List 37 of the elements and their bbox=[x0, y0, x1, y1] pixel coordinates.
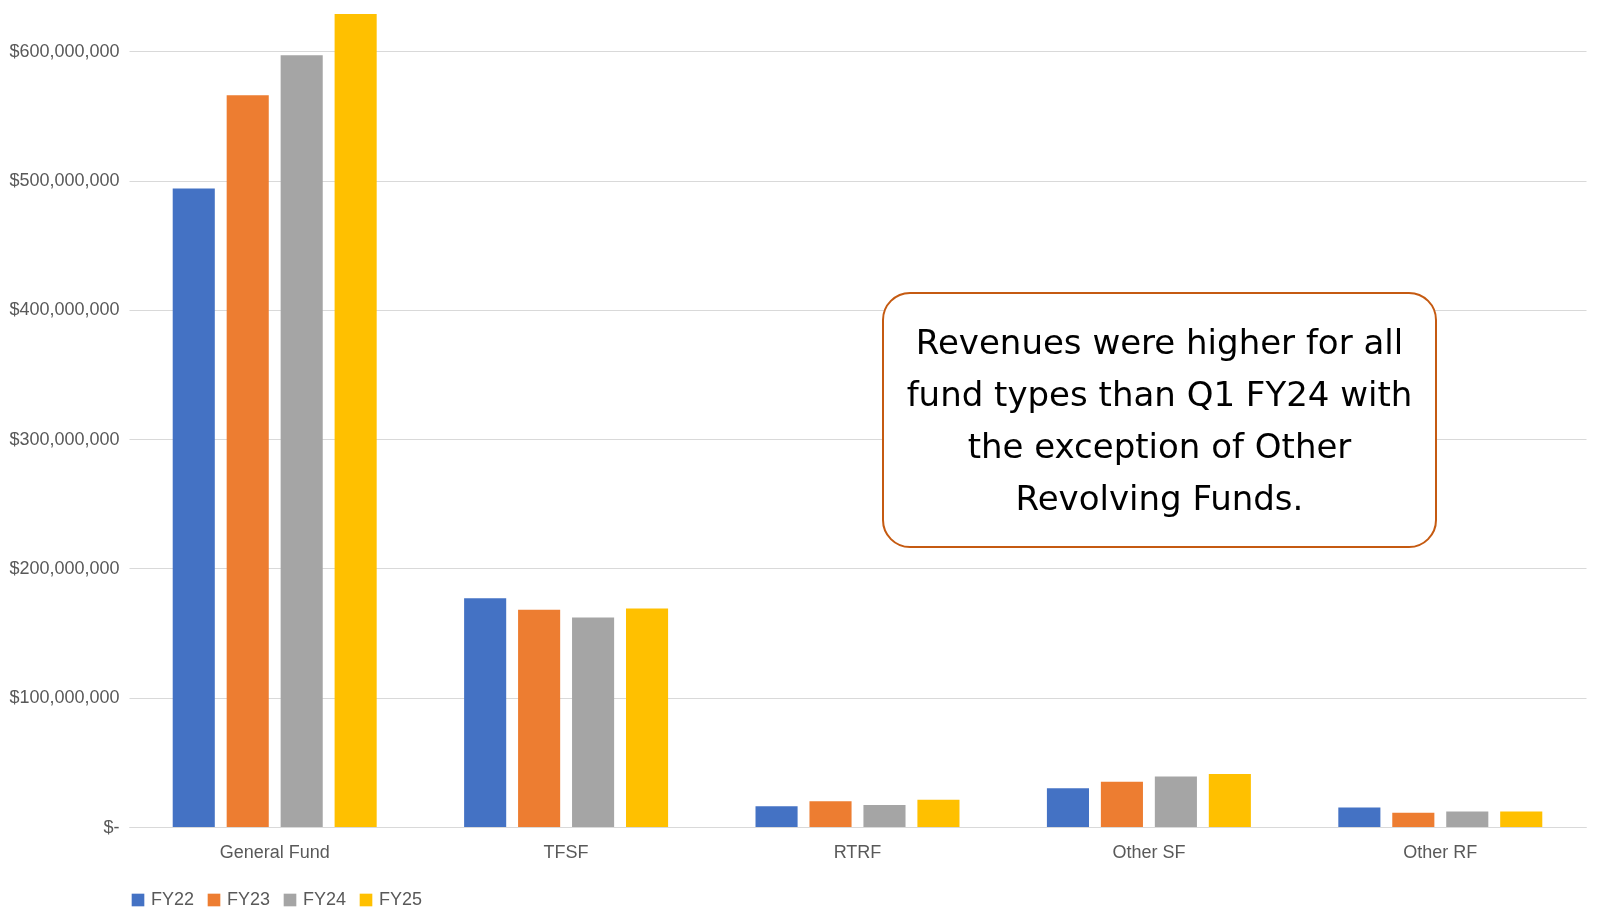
x-tick-label: Other RF bbox=[1403, 841, 1478, 862]
y-tick-label: $300,000,000 bbox=[9, 428, 120, 449]
bar bbox=[518, 609, 561, 827]
bar bbox=[809, 801, 852, 827]
legend-label: FY23 bbox=[227, 889, 271, 909]
bar bbox=[1046, 788, 1089, 827]
bar bbox=[626, 608, 669, 827]
bar bbox=[226, 95, 269, 827]
y-tick-label: $200,000,000 bbox=[9, 557, 120, 578]
bar bbox=[280, 55, 323, 827]
bar bbox=[334, 13, 377, 827]
legend-label: FY24 bbox=[303, 889, 347, 909]
bar bbox=[917, 799, 960, 827]
bar bbox=[1100, 781, 1143, 827]
y-tick-label: $600,000,000 bbox=[9, 40, 120, 61]
bar bbox=[1392, 812, 1435, 827]
bar bbox=[1500, 811, 1543, 827]
x-tick-label: Other SF bbox=[1112, 841, 1186, 862]
x-tick-label: TFSF bbox=[543, 841, 589, 862]
bar bbox=[172, 188, 215, 827]
x-tick-label: General Fund bbox=[219, 841, 330, 862]
bar bbox=[863, 805, 906, 827]
bar bbox=[755, 806, 798, 827]
y-tick-label: $100,000,000 bbox=[9, 687, 120, 708]
legend-label: FY22 bbox=[151, 889, 195, 909]
bar bbox=[572, 617, 615, 827]
bar bbox=[1154, 776, 1197, 827]
y-tick-label: $500,000,000 bbox=[9, 170, 120, 191]
y-tick-label: $400,000,000 bbox=[9, 299, 120, 320]
bar bbox=[1446, 811, 1489, 827]
bar bbox=[464, 598, 507, 827]
legend-label: FY25 bbox=[379, 889, 423, 909]
bar bbox=[1208, 774, 1251, 827]
x-tick-label: RTRF bbox=[833, 841, 882, 862]
bar bbox=[1338, 807, 1381, 827]
y-tick-label: $- bbox=[103, 816, 120, 837]
callout-box: Revenues were higher for all fund types than Q1 FY24 with the exception of Other Revolving Funds. bbox=[882, 292, 1437, 548]
